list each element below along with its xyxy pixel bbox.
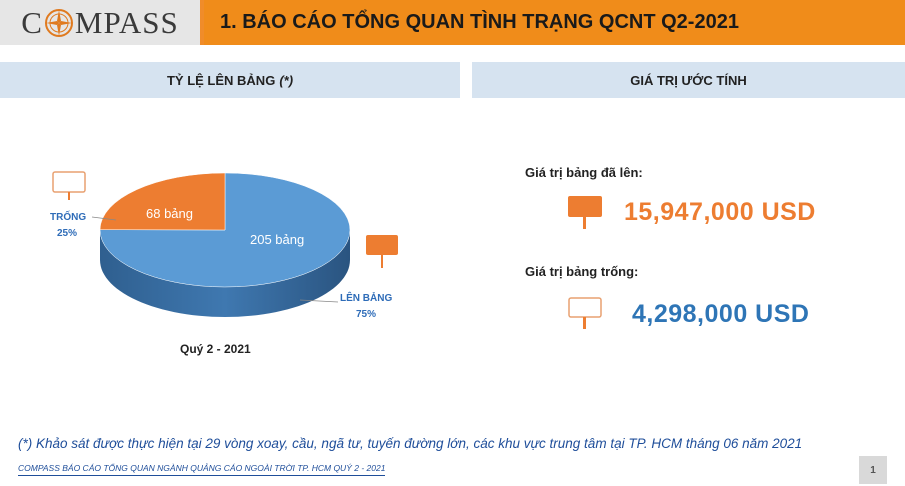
callout-trong-leader [91, 216, 117, 221]
pie-slice-len-bang [99, 172, 351, 288]
occupied-value: 15,947,000 USD [624, 198, 816, 226]
billboard-filled-icon [568, 196, 602, 229]
pie-slice-label-len-bang: 205 bảng [250, 232, 304, 247]
logo-letter-c: C [21, 4, 43, 40]
page-number: 1 [859, 456, 887, 484]
pie-label-trong-percent: 25% [57, 228, 77, 239]
compass-icon [44, 8, 73, 37]
empty-value-label: Giá trị bảng trống: [525, 264, 639, 279]
section-title-estimate: GIÁ TRỊ ƯỚC TÍNH [472, 62, 905, 98]
section-header-bar: TỶ LỆ LÊN BẢNG (*) GIÁ TRỊ ƯỚC TÍNH [0, 62, 905, 98]
pie-slice-label-trong: 68 bảng [146, 206, 193, 221]
callout-len-bang-box [366, 235, 398, 255]
pie-side [100, 230, 350, 317]
callout-trong [52, 171, 117, 221]
footnote: (*) Khảo sát được thực hiện tại 29 vòng … [18, 436, 803, 451]
pie-label-len-bang-percent: 75% [356, 309, 376, 320]
billboard-empty-icon [568, 297, 602, 329]
section-title-occupancy: TỶ LỆ LÊN BẢNG (*) [0, 62, 460, 98]
callout-trong-box [52, 171, 86, 193]
pie-chart: TRỐNG 25% LÊN BẢNG 75% 68 bảng 205 bảng [50, 171, 398, 320]
callout-len-bang-leader [299, 299, 339, 303]
occupied-value-label: Giá trị bảng đã lên: [525, 165, 643, 180]
pie-slice-trong [99, 172, 226, 231]
pie-label-trong-category: TRỐNG [50, 209, 86, 223]
header-bar: 1. BÁO CÁO TỔNG QUAN TÌNH TRẠNG QCNT Q2-… [204, 0, 905, 45]
page-title: 1. BÁO CÁO TỔNG QUAN TÌNH TRẠNG QCNT Q2-… [220, 11, 739, 33]
logo-wordmark: C MPASS [21, 5, 179, 41]
logo-letters-rest: MPASS [74, 4, 179, 40]
logo: C MPASS [0, 0, 204, 45]
callout-len-bang [299, 235, 398, 303]
source-line: COMPASS BÁO CÁO TỔNG QUAN NGÀNH QUẢNG CÁ… [18, 463, 386, 476]
empty-value: 4,298,000 USD [632, 300, 810, 328]
pie-caption: Quý 2 - 2021 [180, 342, 251, 356]
pie-label-len-bang-category: LÊN BẢNG [340, 291, 392, 304]
section-title-occupancy-text: TỶ LỆ LÊN BẢNG [166, 72, 276, 88]
pie-slices [99, 172, 351, 317]
section-title-occupancy-suffix: (*) [279, 72, 294, 88]
